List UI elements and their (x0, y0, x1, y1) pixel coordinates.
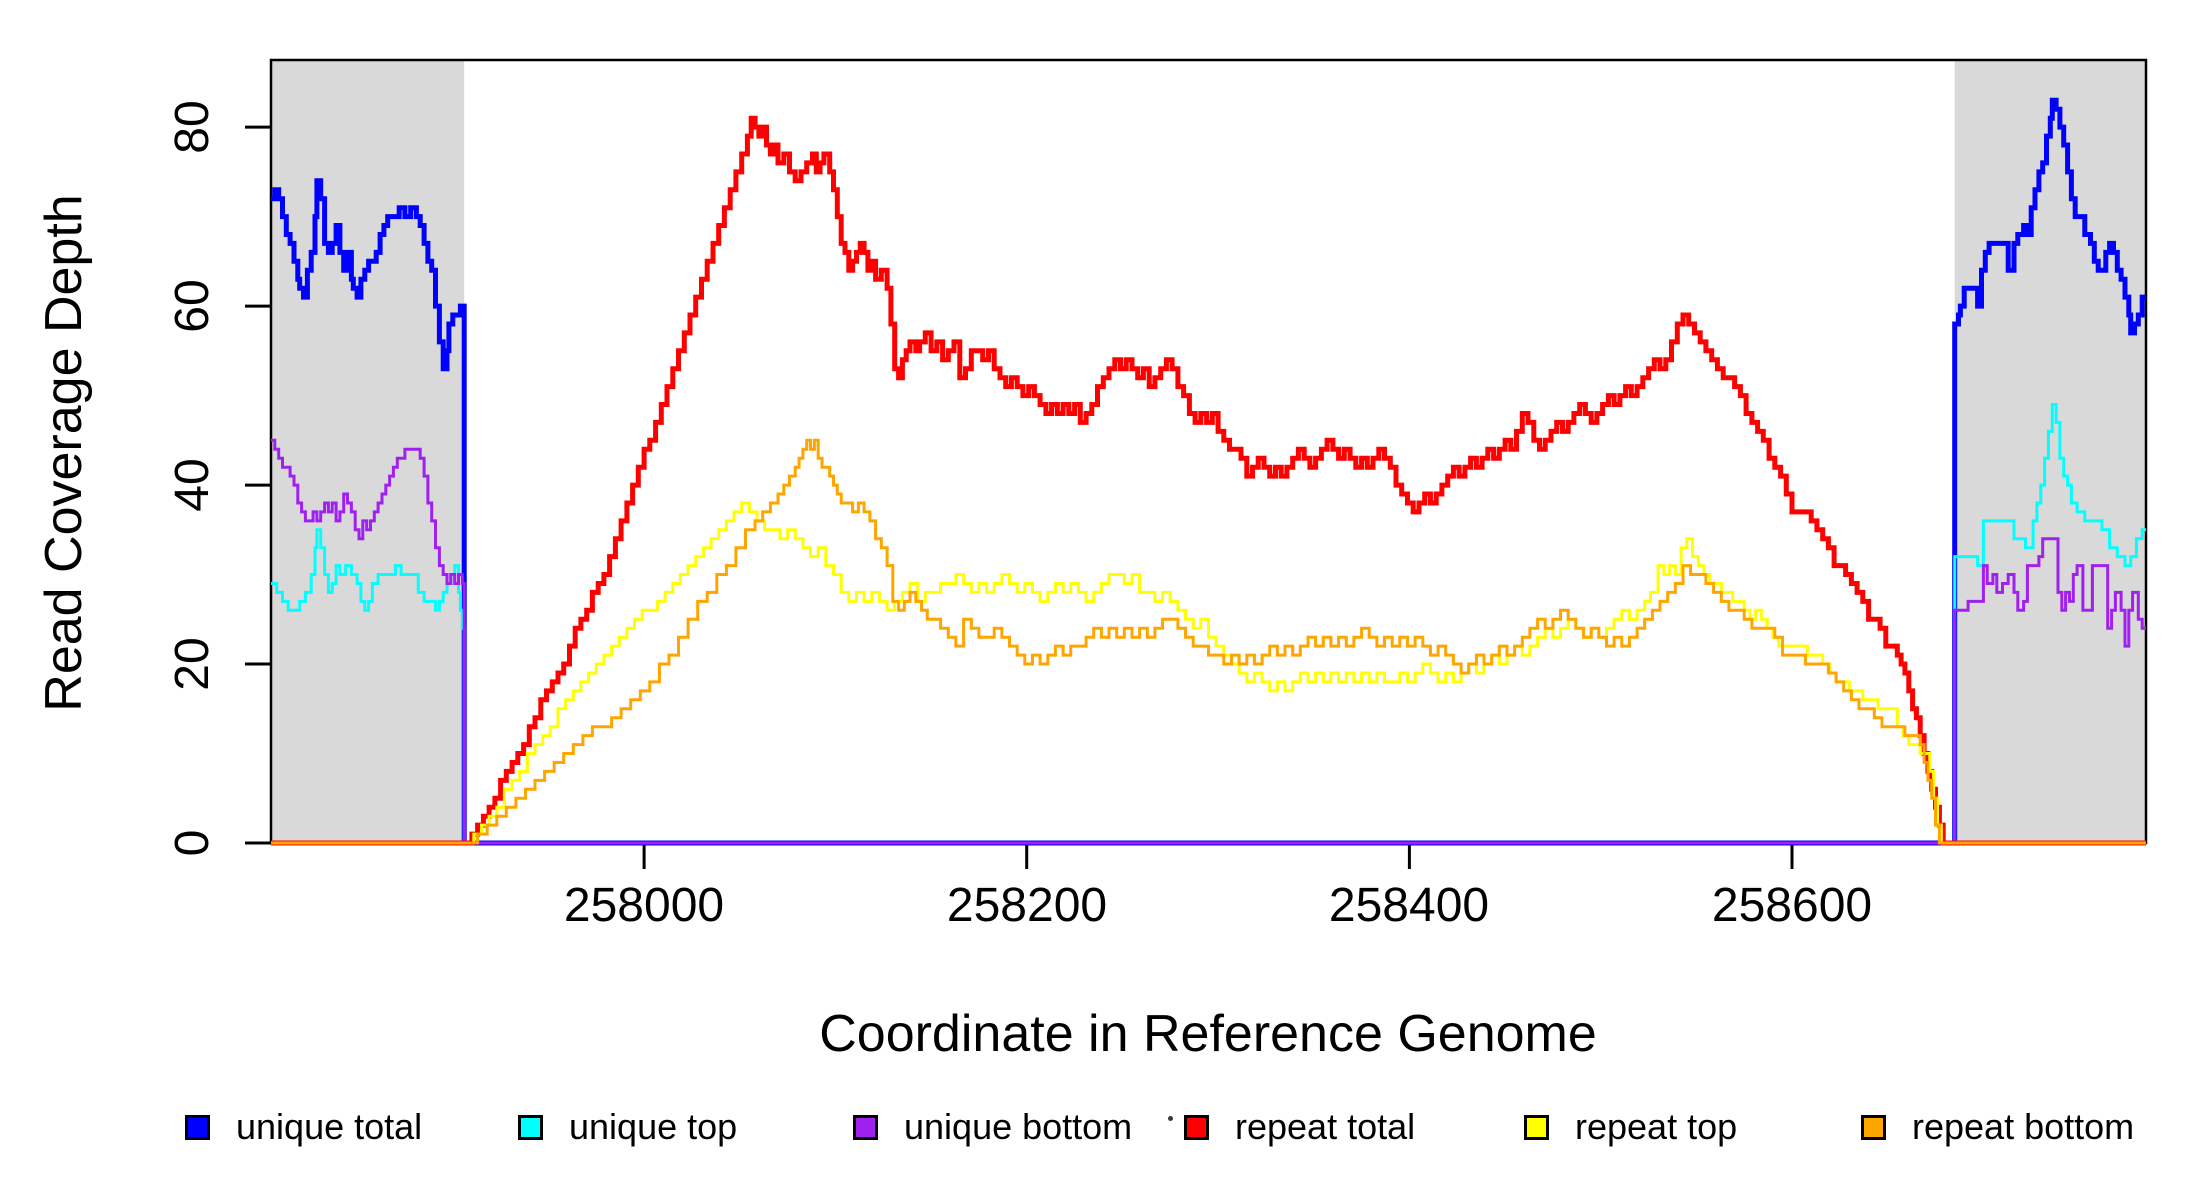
legend-item-repeat-total: repeat total (1184, 1104, 1415, 1150)
legend-swatch-unique-total (185, 1114, 210, 1140)
legend-label: unique top (569, 1106, 738, 1147)
y-tick-label: 20 (165, 637, 219, 691)
y-axis-title: Read Coverage Depth (35, 194, 93, 712)
x-tick-label: 258600 (1711, 879, 1873, 932)
shaded-region (1954, 60, 2146, 843)
series-unique-total (271, 97, 2146, 846)
x-axis-title: Coordinate in Reference Genome (819, 1005, 1597, 1063)
legend-label: repeat bottom (1912, 1106, 2135, 1147)
legend-label: repeat total (1235, 1106, 1416, 1147)
stray-mark (1168, 1116, 1173, 1121)
legend-item-unique-bottom: unique bottom (853, 1104, 1132, 1150)
y-tick-label: 0 (165, 829, 219, 857)
series-repeat-bottom (271, 438, 2146, 845)
y-tick-label: 40 (165, 458, 219, 512)
legend-swatch-unique-top (518, 1114, 543, 1140)
legend-item-unique-total: unique total (185, 1104, 422, 1150)
x-tick-label: 258400 (1328, 879, 1490, 932)
legend-item-unique-top: unique top (518, 1104, 737, 1150)
series-repeat-top (271, 501, 2146, 845)
x-tick-label: 258200 (946, 879, 1108, 932)
x-tick-label: 258000 (563, 879, 725, 932)
legend-label: unique total (236, 1106, 423, 1147)
series-repeat-total (271, 115, 2146, 846)
shaded-region (271, 60, 465, 843)
legend-item-repeat-bottom: repeat bottom (1861, 1104, 2134, 1150)
legend-label: repeat top (1575, 1106, 1738, 1147)
legend-item-repeat-top: repeat top (1524, 1104, 1737, 1150)
legend-swatch-repeat-top (1524, 1114, 1549, 1140)
y-tick-label: 60 (165, 279, 219, 333)
y-tick-label: 80 (165, 100, 219, 154)
legend-swatch-repeat-bottom (1861, 1114, 1886, 1140)
legend-label: unique bottom (904, 1106, 1133, 1147)
legend-swatch-repeat-total (1184, 1114, 1209, 1140)
series-unique-bottom (271, 438, 2146, 845)
legend-swatch-unique-bottom (853, 1114, 878, 1140)
